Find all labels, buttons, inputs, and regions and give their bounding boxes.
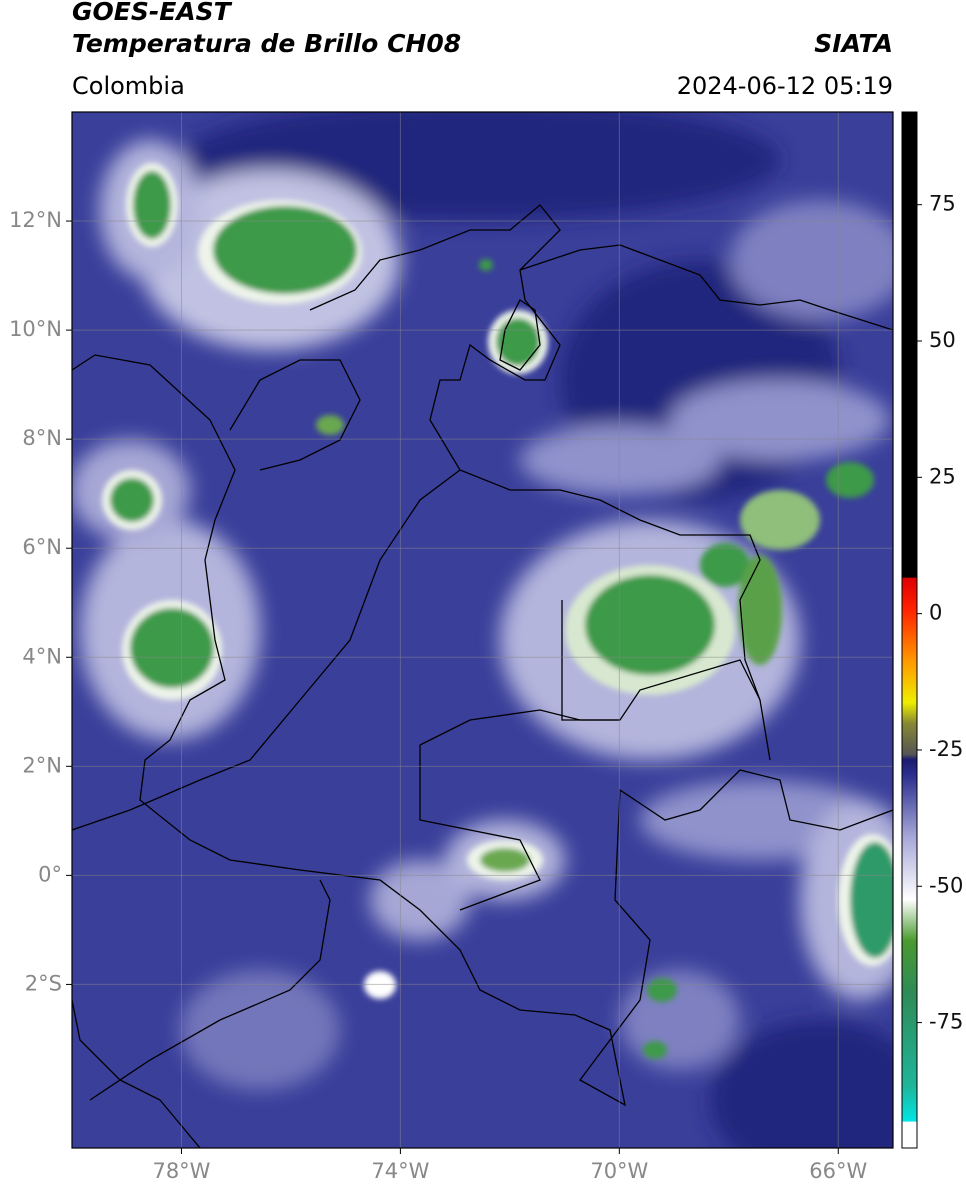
- x-tick-label: 78°W: [152, 1159, 210, 1183]
- region: Colombia: [72, 72, 185, 100]
- timestamp: 2024-06-12 05:19: [677, 72, 893, 100]
- y-tick-label: 4°N: [22, 644, 62, 668]
- y-tick-label: 12°N: [9, 208, 62, 232]
- y-tick-label: 6°N: [22, 535, 62, 559]
- colorbar-tick-label: 50: [929, 328, 956, 352]
- borders: [72, 204, 893, 1148]
- satellite-image: [72, 112, 893, 1148]
- colorbar-tick-label: 25: [929, 464, 956, 488]
- map-frame: [71, 111, 894, 1149]
- y-tick-label: 2°S: [25, 971, 62, 995]
- colorbar-tick-label: 75: [929, 192, 956, 216]
- x-tick-label: 66°W: [809, 1159, 867, 1183]
- x-tick-label: 70°W: [590, 1159, 648, 1183]
- title: GOES-EAST: [72, 0, 233, 26]
- grid: [72, 112, 893, 1148]
- colorbar: [901, 111, 918, 1149]
- colorbar-tick-label: -75: [929, 1010, 963, 1034]
- x-tick-label: 74°W: [371, 1159, 429, 1183]
- subtitle: Temperatura de Brillo CH08: [72, 29, 461, 58]
- colorbar-tick-label: 0: [929, 601, 942, 625]
- colorbar-tick-label: -25: [929, 737, 963, 761]
- ticks: 78°W 74°W 70°W 66°W 12°N 10°N 8°N 6°N 4°N 2°N 0° 2°…: [9, 192, 963, 1183]
- y-tick-label: 0°: [38, 862, 62, 886]
- y-tick-label: 2°N: [22, 753, 62, 777]
- y-tick-label: 8°N: [22, 426, 62, 450]
- colorbar-tick-label: -50: [929, 873, 963, 897]
- y-tick-label: 10°N: [9, 317, 62, 341]
- source: SIATA: [814, 29, 893, 58]
